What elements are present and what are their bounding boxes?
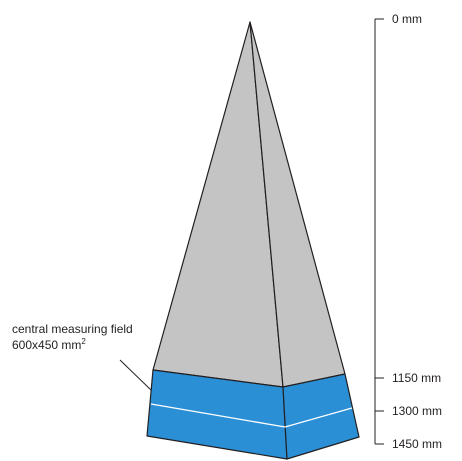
annotation-superscript: 2: [81, 337, 86, 346]
scale-label-0: 0 mm: [392, 12, 422, 26]
measurement-scale: 0 mm 1150 mm 1300 mm 1450 mm: [374, 12, 442, 451]
scale-label-1300: 1300 mm: [392, 404, 442, 418]
band-divider-line: [150, 403, 353, 428]
annotation-line1: central measuring field: [12, 322, 133, 336]
pyramid-gray-part: [152, 21, 346, 388]
annotation-line2: 600x450 mm: [12, 338, 81, 352]
scale-label-1150: 1150 mm: [392, 371, 441, 385]
measuring-field-band: [146, 369, 360, 460]
scale-label-1450: 1450 mm: [392, 437, 442, 451]
annotation-text: central measuring field: [12, 322, 133, 336]
annotation-text-2: 600x450 mm2: [12, 337, 86, 352]
annotation-leader-line: [119, 359, 152, 391]
